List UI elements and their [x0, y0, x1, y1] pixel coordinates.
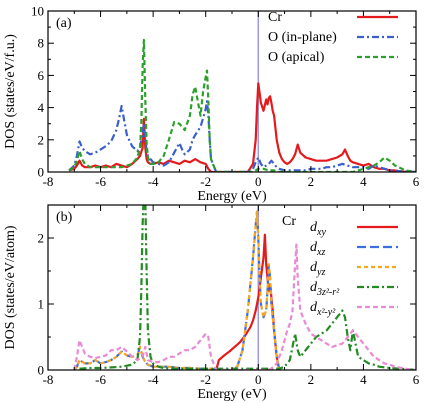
legend-label-base: d [310, 220, 318, 235]
panel-a: -8 -6 -4 -2 0 2 4 6 0 2 4 6 8 10 Energy (eV) DOS (state… [3, 4, 420, 205]
legend: Cr O (in-plane) O (apical) [268, 10, 398, 65]
y-tick-label: 2 [38, 231, 45, 246]
x-tick-label: 4 [360, 372, 367, 387]
y-tick-label: 6 [38, 68, 45, 83]
x-tick-label: 2 [308, 174, 315, 189]
x-tick-label: -2 [200, 372, 211, 387]
x-tick-label: -4 [148, 372, 159, 387]
legend-label-base: d [310, 260, 318, 275]
x-tick-label: 0 [255, 372, 262, 387]
y-tick-label: 8 [38, 36, 45, 51]
legend-label: dxy [310, 220, 326, 238]
x-tick-label: -2 [200, 174, 211, 189]
x-tick-label: -4 [148, 174, 159, 189]
legend-label: O (in-plane) [268, 30, 337, 45]
panel-annotation: Cr [282, 214, 296, 229]
legend-label-base: d [310, 300, 318, 315]
y-tick-label: 4 [38, 100, 45, 115]
x-tick-label: -8 [43, 372, 54, 387]
legend-label-sub: xz [316, 247, 325, 258]
y-tick-label: 10 [31, 4, 44, 19]
series-lines [68, 38, 416, 172]
legend-label: d3z²-r² [310, 280, 340, 298]
legend-label: Cr [268, 10, 282, 25]
series-line-cr [68, 82, 416, 172]
y-tick-label: 0 [38, 165, 45, 180]
x-tick-label: -6 [95, 372, 106, 387]
series-line-d-yz [73, 210, 281, 370]
legend-label: dx²-y² [310, 300, 336, 318]
y-tick-label: 0 [38, 363, 45, 378]
legend-label-sub: 3z²-r² [316, 287, 340, 298]
series-line-d-xz [73, 210, 281, 370]
series-line-o-in-plane- [68, 100, 416, 172]
series-line-d-x2-y2 [73, 243, 416, 370]
panel-b: -8 -6 -4 -2 0 2 4 6 0 1 2 Energy (eV) DOS (states/eV… [3, 204, 420, 402]
y-axis-title: DOS (states/eV/f.u.) [3, 34, 18, 149]
x-tick-label: 2 [308, 372, 315, 387]
series-line-d-3z2-r2 [79, 205, 416, 370]
legend-label-base: d [310, 240, 318, 255]
x-tick-label: -8 [43, 174, 54, 189]
x-axis-title: Energy (eV) [197, 387, 267, 402]
x-tick-label: 6 [413, 174, 420, 189]
y-axis-title: DOS (states/eV/atom) [3, 225, 18, 349]
legend-label-sub: yz [316, 267, 325, 278]
legend-label-sub: x²-y² [316, 307, 336, 318]
legend-label-base: d [310, 280, 318, 295]
legend-label: O (apical) [268, 50, 325, 65]
legend-label: dyz [310, 260, 325, 278]
series-line-o-apical- [68, 38, 416, 172]
series-lines [73, 205, 416, 370]
legend-label: dxz [310, 240, 325, 258]
x-tick-label: 0 [255, 174, 262, 189]
y-tick-label: 2 [38, 132, 45, 147]
x-tick-label: 6 [413, 372, 420, 387]
panel-label: (b) [56, 210, 73, 225]
legend-label-sub: xy [316, 227, 326, 238]
panel-label: (a) [56, 16, 72, 31]
x-tick-label: -6 [95, 174, 106, 189]
x-tick-label: 4 [360, 174, 367, 189]
x-axis-title: Energy (eV) [197, 189, 267, 204]
y-tick-label: 1 [38, 297, 45, 312]
